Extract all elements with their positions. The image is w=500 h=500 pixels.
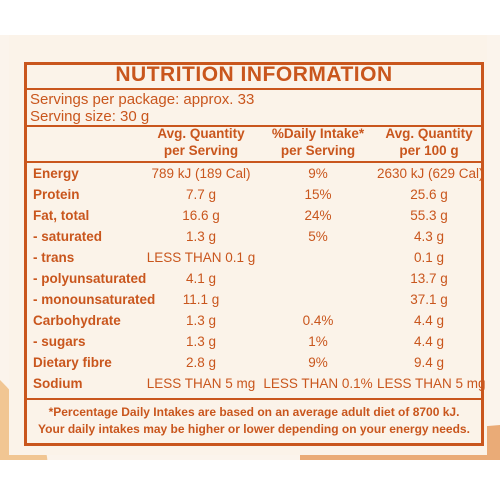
table-row: Sodium LESS THAN 5 mg LESS THAN 0.1% LESS T… [27, 374, 486, 395]
per-serving-value: LESS THAN 5 mg [146, 376, 256, 391]
per-serving-value: 7.7 g [185, 187, 217, 202]
per-100g-value: 25.6 g [410, 187, 448, 202]
per-100g-value: 9.4 g [413, 355, 445, 370]
footnote: *Percentage Daily Intakes are based on a… [27, 404, 481, 438]
per-serving-value: 1.3 g [185, 313, 217, 328]
footnote-divider [27, 398, 481, 400]
per-100g-value: 4.3 g [413, 229, 445, 244]
table-row: - sugars 1.3 g 1% 4.4 g [27, 332, 481, 353]
daily-intake-value: 5% [308, 229, 328, 244]
title-divider [27, 88, 481, 90]
footnote-line-2: Your daily intakes may be higher or lowe… [38, 422, 470, 436]
table-row: - polyunsaturated 4.1 g 13.7 g [27, 269, 481, 290]
per-100g-value: LESS THAN 5 mg [377, 376, 486, 391]
nutrient-name: - sugars [33, 334, 86, 349]
bottom-margin [0, 460, 500, 500]
table-row: Protein 7.7 g 15% 25.6 g [27, 185, 481, 206]
nutrient-name: Dietary fibre [33, 355, 112, 370]
nutrient-name: Energy [33, 166, 79, 181]
per-serving-value: 789 kJ (189 Cal) [151, 166, 251, 181]
panel-title: NUTRITION INFORMATION [115, 63, 393, 86]
per-serving-value: 16.6 g [182, 208, 220, 223]
header-divider [27, 161, 481, 163]
per-serving-value: 1.3 g [185, 334, 217, 349]
daily-intake-value: 9% [308, 355, 328, 370]
table-row: Fat, total 16.6 g 24% 55.3 g [27, 206, 481, 227]
daily-intake-value: 9% [308, 166, 328, 181]
per-serving-value: 1.3 g [185, 229, 217, 244]
per-100g-value: 55.3 g [410, 208, 448, 223]
per-serving-value: LESS THAN 0.1 g [146, 250, 256, 265]
per-100g-value: 0.1 g [413, 250, 445, 265]
per-serving-value: 11.1 g [182, 292, 220, 307]
nutrient-name: Carbohydrate [33, 313, 121, 328]
per-100g-value: 2630 kJ (629 Cal) [377, 166, 484, 181]
table-row: - saturated 1.3 g 5% 4.3 g [27, 227, 481, 248]
table-row: - monounsaturated 11.1 g 37.1 g [27, 290, 481, 311]
header-per-100g: Avg. Quantity per 100 g [385, 126, 473, 158]
nutrient-name: Protein [33, 187, 80, 202]
nutrient-name: - trans [33, 250, 75, 265]
per-serving-value: 2.8 g [185, 355, 217, 370]
per-serving-value: 4.1 g [185, 271, 217, 286]
table-row: - trans LESS THAN 0.1 g 0.1 g [27, 248, 481, 269]
serving-divider [27, 125, 481, 127]
nutrition-panel-border [24, 62, 484, 446]
table-row: Carbohydrate 1.3 g 0.4% 4.4 g [27, 311, 481, 332]
nutrient-name: - monounsaturated [33, 292, 156, 307]
servings-per-package: Servings per package: approx. 33 [30, 91, 255, 108]
serving-size: Serving size: 30 g [30, 108, 150, 125]
table-row: Dietary fibre 2.8 g 9% 9.4 g [27, 353, 481, 374]
per-100g-value: 13.7 g [410, 271, 448, 286]
header-per-serving: Avg. Quantity per Serving [157, 126, 245, 158]
per-100g-value: 4.4 g [413, 313, 445, 328]
per-100g-value: 37.1 g [410, 292, 448, 307]
nutrient-name: - polyunsaturated [33, 271, 147, 286]
per-100g-value: 4.4 g [413, 334, 445, 349]
header-daily-intake: %Daily Intake* per Serving [271, 126, 365, 158]
table-row: Energy 789 kJ (189 Cal) 9% 2630 kJ (629 Cal… [27, 164, 484, 185]
top-margin [0, 0, 500, 35]
nutrient-name: Fat, total [33, 208, 90, 223]
nutrient-name: - saturated [33, 229, 103, 244]
footnote-line-1: *Percentage Daily Intakes are based on a… [48, 405, 460, 419]
label-panel [9, 35, 487, 455]
nutrient-name: Sodium [33, 376, 83, 391]
daily-intake-value: 24% [304, 208, 332, 223]
daily-intake-value: LESS THAN 0.1% [263, 376, 373, 391]
daily-intake-value: 1% [308, 334, 328, 349]
daily-intake-value: 15% [304, 187, 332, 202]
daily-intake-value: 0.4% [302, 313, 334, 328]
